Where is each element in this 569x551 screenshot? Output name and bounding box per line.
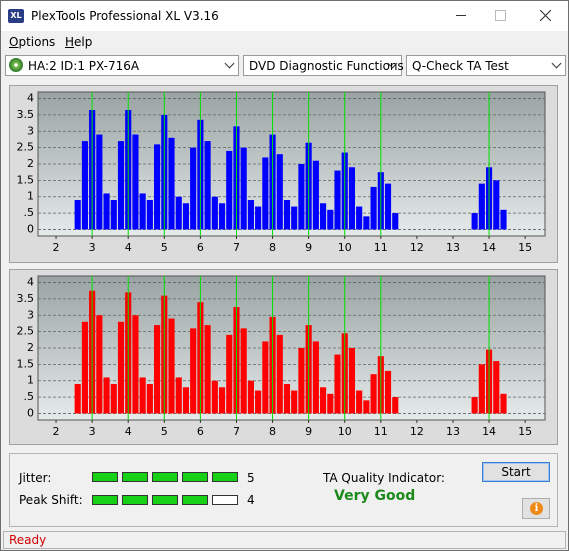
window-title: PlexTools Professional XL V3.16 xyxy=(31,9,219,23)
info-button[interactable]: i xyxy=(522,498,550,519)
function-select[interactable]: DVD Diagnostic Functions xyxy=(243,55,404,76)
meter-cell xyxy=(122,472,148,482)
function-text: DVD Diagnostic Functions xyxy=(249,59,404,73)
start-button[interactable]: Start xyxy=(482,462,550,482)
title-bar: XL PlexTools Professional XL V3.16 xyxy=(1,1,568,31)
meter-cell xyxy=(122,495,148,505)
meter-cell xyxy=(152,472,178,482)
test-text: Q-Check TA Test xyxy=(412,59,509,73)
chart-panel xyxy=(9,269,558,445)
meter-cell xyxy=(152,495,178,505)
meter-cell xyxy=(92,472,118,482)
peak-shift-value: 4 xyxy=(247,493,255,507)
jitter-meter xyxy=(92,472,238,482)
drive-select[interactable]: HA:2 ID:1 PX-716A xyxy=(5,55,239,76)
minimize-button[interactable] xyxy=(456,15,466,16)
close-button[interactable] xyxy=(540,10,551,21)
app-icon: XL xyxy=(8,9,24,23)
chart-panel xyxy=(9,85,558,263)
menu-item[interactable]: Help xyxy=(65,35,93,49)
quality-panel xyxy=(9,453,558,527)
maximize-button[interactable] xyxy=(495,10,506,21)
meter-cell xyxy=(92,495,118,505)
jitter-label: Jitter: xyxy=(19,471,52,485)
meter-cell xyxy=(212,495,238,505)
peak-shift-label: Peak Shift: xyxy=(19,493,83,507)
menu-item[interactable]: Options xyxy=(9,35,56,49)
status-bar: Ready xyxy=(3,531,566,549)
drive-icon xyxy=(9,58,23,72)
status-text: Ready xyxy=(9,533,47,547)
meter-cell xyxy=(182,495,208,505)
meter-cell xyxy=(182,472,208,482)
indicator-value: Very Good xyxy=(334,488,416,504)
meter-cell xyxy=(212,472,238,482)
jitter-value: 5 xyxy=(247,471,255,485)
peak-shift-meter xyxy=(92,495,238,505)
test-select[interactable]: Q-Check TA Test xyxy=(406,55,566,76)
drive-text: HA:2 ID:1 PX-716A xyxy=(28,59,140,73)
indicator-label: TA Quality Indicator: xyxy=(323,471,445,485)
